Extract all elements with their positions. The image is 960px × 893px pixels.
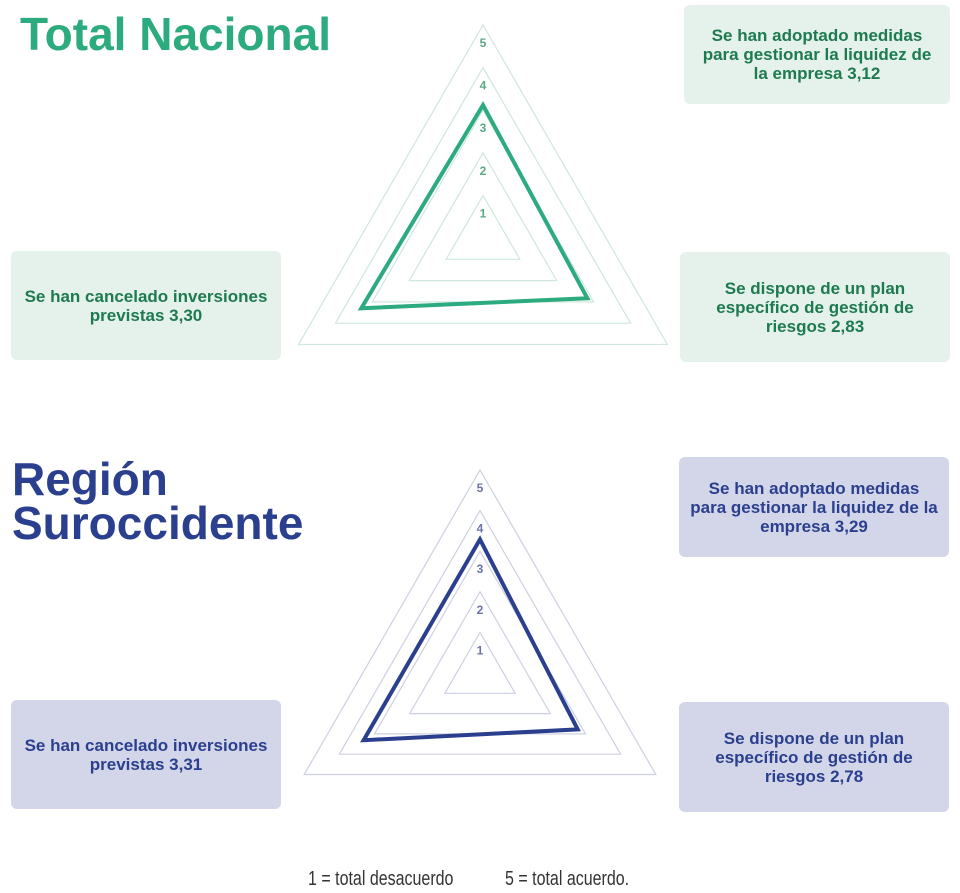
value-label: 3,30 [169, 305, 203, 325]
category-box: Se han adoptado medidas para gestionar l… [684, 5, 950, 104]
category-label: Se han cancelado inversiones previstas [24, 286, 268, 325]
value-label: 3,29 [834, 516, 868, 536]
category-text: Se han adoptado medidas para gestionar l… [694, 26, 940, 83]
data-polygon [360, 535, 581, 743]
r-tick-label: 5 [480, 36, 487, 50]
category-text: Se han cancelado inversiones previstas 3… [21, 736, 271, 774]
r-tick-label: 5 [477, 481, 484, 495]
value-label: 3,12 [847, 64, 881, 83]
category-text: Se han cancelado inversiones previstas 3… [21, 287, 271, 325]
value-label: 2,83 [831, 316, 865, 336]
category-label: Se han adoptado medidas para gestionar l… [690, 478, 938, 536]
category-box: Se han adoptado medidas para gestionar l… [679, 457, 949, 557]
grid-line [443, 631, 517, 694]
r-tick-label: 3 [477, 562, 484, 576]
category-box: Se han cancelado inversiones previstas 3… [11, 251, 281, 360]
grid-line [334, 66, 632, 324]
category-label: Se han cancelado inversiones previstas [24, 735, 268, 774]
category-label: Se han adoptado medidas para gestionar l… [702, 26, 932, 83]
r-tick-label: 2 [480, 164, 487, 178]
r-tick-label: 3 [480, 121, 487, 135]
r-tick-label: 1 [477, 643, 484, 657]
grid-line [303, 468, 657, 776]
chart-title: Región Suroccidente [12, 453, 304, 549]
category-box: Se dispone de un plan específico de gest… [680, 252, 950, 362]
footer-note: 1 = total desacuerdo [308, 868, 454, 890]
category-box: Se dispone de un plan específico de gest… [679, 702, 949, 812]
r-tick-label: 1 [480, 206, 487, 220]
grid-line [297, 23, 669, 346]
category-text: Se han adoptado medidas para gestionar l… [689, 479, 939, 536]
value-label: 2,78 [830, 766, 864, 786]
footer-note: 5 = total acuerdo. [505, 868, 630, 890]
category-label: Se dispone de un plan específico de gest… [715, 728, 913, 786]
category-box: Se han cancelado inversiones previstas 3… [11, 700, 281, 809]
chart-title: Total Nacional [20, 8, 331, 60]
data-polygon [357, 101, 591, 311]
grid-line [338, 509, 622, 755]
category-label: Se dispone de un plan específico de gest… [716, 278, 914, 336]
grid-line [445, 194, 521, 260]
category-text: Se dispone de un plan específico de gest… [689, 729, 939, 786]
value-label: 3,31 [169, 754, 203, 774]
category-text: Se dispone de un plan específico de gest… [690, 279, 940, 336]
grid-line [408, 151, 558, 282]
r-tick-label: 4 [480, 79, 487, 93]
grid-line [408, 590, 552, 715]
r-tick-label: 2 [477, 603, 484, 617]
r-tick-label: 4 [477, 522, 484, 536]
